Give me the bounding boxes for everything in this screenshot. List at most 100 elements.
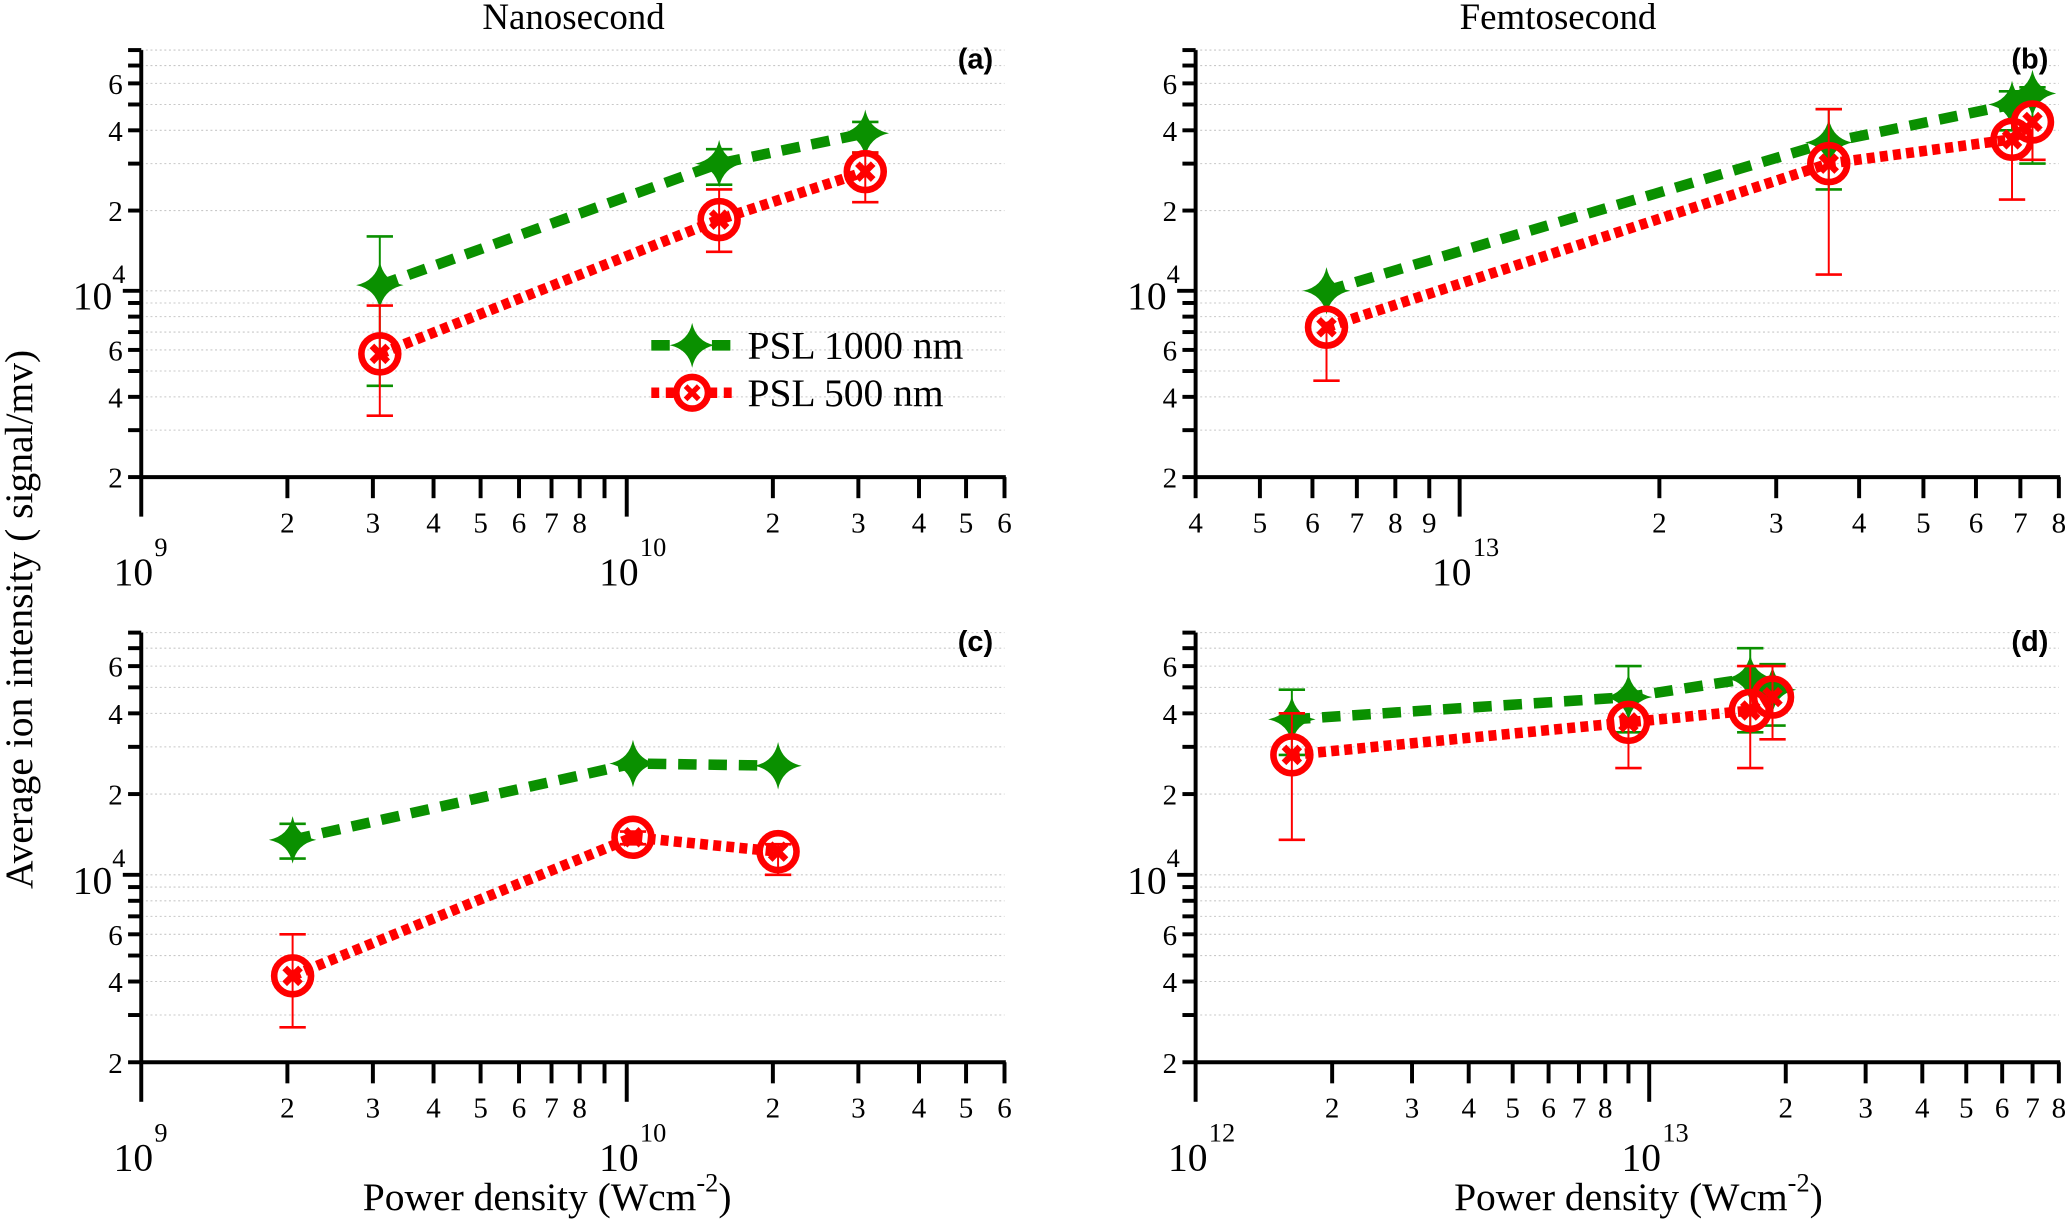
y-major-tick-label: 10 [1127,858,1167,902]
y-tick-label: 6 [1163,335,1178,367]
y-tick-label: 2 [1163,780,1178,812]
series-psl-1000 [1302,69,2057,315]
y-axis-label: Average ion intensity ( signal/mv) [0,350,41,889]
x-major-tick-label: 10 [114,550,154,594]
x-tick-label: 7 [1350,507,1365,539]
legend-item-psl-500: PSL 500 nm [651,371,944,415]
x-major-tick-label: 10 [1432,550,1472,594]
panel-tag: (c) [958,626,993,658]
y-tick-label: 6 [1163,652,1178,684]
x-major-tick-exponent: 10 [640,1118,666,1147]
y-tick-label: 4 [108,382,123,414]
x-major-tick-label: 10 [1168,1135,1208,1179]
x-major-tick-exponent: 12 [1209,1118,1235,1147]
data-point-star [609,739,657,788]
y-tick-label: 2 [108,463,123,495]
x-tick-label: 3 [1858,1093,1873,1125]
y-tick-label: 4 [1163,967,1178,999]
x-axis-label-text: Power density (Wcm [363,1175,697,1219]
x-axis-label-right: Power density (Wcm-2) [1454,1168,1823,1218]
data-point-x [1281,744,1303,766]
x-tick-label: 4 [1915,1093,1930,1125]
panel-tag: (b) [2011,44,2048,76]
data-point-x [1316,316,1337,338]
legend-x-icon [683,384,701,402]
x-axis-label-sup: -2 [696,1168,718,1197]
x-tick-label: 8 [2052,1093,2067,1125]
x-tick-label: 4 [912,507,927,539]
y-tick-label: 2 [1163,463,1178,495]
data-point-x [2022,111,2043,133]
x-tick-label: 7 [544,507,559,539]
data-point-star [2008,69,2057,118]
data-point-circle [1728,688,1772,733]
data-point-x [622,827,644,848]
x-tick-label: 4 [1852,507,1867,539]
data-point-circle [697,197,741,242]
series-line [1324,117,2036,333]
x-tick-label: 6 [1995,1093,2010,1125]
series-psl-1000 [1268,646,1797,757]
x-tick-label: 4 [426,507,441,539]
series-line [290,831,779,981]
x-major-tick-label: 10 [599,1135,639,1179]
data-point-circle [270,954,315,998]
x-tick-label: 4 [426,1093,441,1125]
legend-label-psl-500: PSL 500 nm [748,371,944,415]
data-point-circle [1606,700,1651,745]
x-tick-label: 8 [1598,1093,1613,1125]
y-tick-label: 6 [1163,69,1178,101]
y-major-tick-exponent: 4 [1167,844,1180,873]
y-major-tick-label: 10 [73,274,113,318]
x-tick-label: 4 [912,1093,927,1125]
data-point-circle [1750,675,1795,719]
x-axis-label-text: Power density (Wcm [1454,1175,1788,1219]
data-point-star [841,109,889,157]
x-tick-label: 7 [2013,507,2028,539]
x-tick-label: 5 [1916,507,1931,539]
x-major-tick-exponent: 9 [154,1118,167,1147]
x-major-tick-exponent: 13 [1662,1118,1688,1147]
y-tick-label: 2 [1163,196,1178,228]
data-point-x [282,965,303,987]
series-psl-500 [1304,100,2055,382]
x-tick-label: 2 [1779,1093,1794,1125]
data-point-x [1618,712,1639,733]
y-tick-label: 2 [108,780,123,812]
y-tick-label: 2 [108,1048,123,1080]
legend: PSL 1000 nm PSL 500 nm [651,322,964,415]
series-psl-500 [270,815,800,1029]
series-line [1324,88,2036,296]
x-tick-label: 9 [1422,507,1437,539]
x-major-tick-label: 10 [599,550,639,594]
x-tick-label: 3 [851,1093,865,1125]
x-major-tick-label: 10 [114,1135,154,1179]
legend-item-psl-1000: PSL 1000 nm [651,322,964,368]
x-tick-label: 3 [1405,1093,1420,1125]
y-tick-label: 6 [108,920,123,952]
x-tick-label: 8 [572,507,587,539]
series-line [1291,692,1776,761]
x-major-tick-exponent: 10 [640,533,666,562]
y-major-tick-exponent: 4 [1167,260,1180,289]
x-major-tick-exponent: 13 [1473,533,1499,562]
x-tick-label: 6 [1305,507,1320,539]
x-tick-label: 6 [1541,1093,1556,1125]
y-tick-label: 4 [108,967,123,999]
x-tick-label: 2 [1652,507,1667,539]
data-point-x [708,209,730,230]
x-tick-label: 2 [766,507,781,539]
data-point-star [754,742,802,790]
y-tick-label: 6 [108,69,123,101]
x-tick-label: 2 [766,1093,781,1125]
x-tick-label: 6 [512,1093,527,1125]
x-axis-label-close: ) [1810,1175,1823,1219]
data-point-star [1604,673,1653,721]
panel-tag: (a) [958,44,993,76]
data-point-x [855,161,876,182]
data-point-circle [1270,733,1314,777]
series-psl-1000 [268,739,802,864]
y-major-tick-exponent: 4 [112,260,125,289]
x-tick-label: 3 [1769,507,1784,539]
